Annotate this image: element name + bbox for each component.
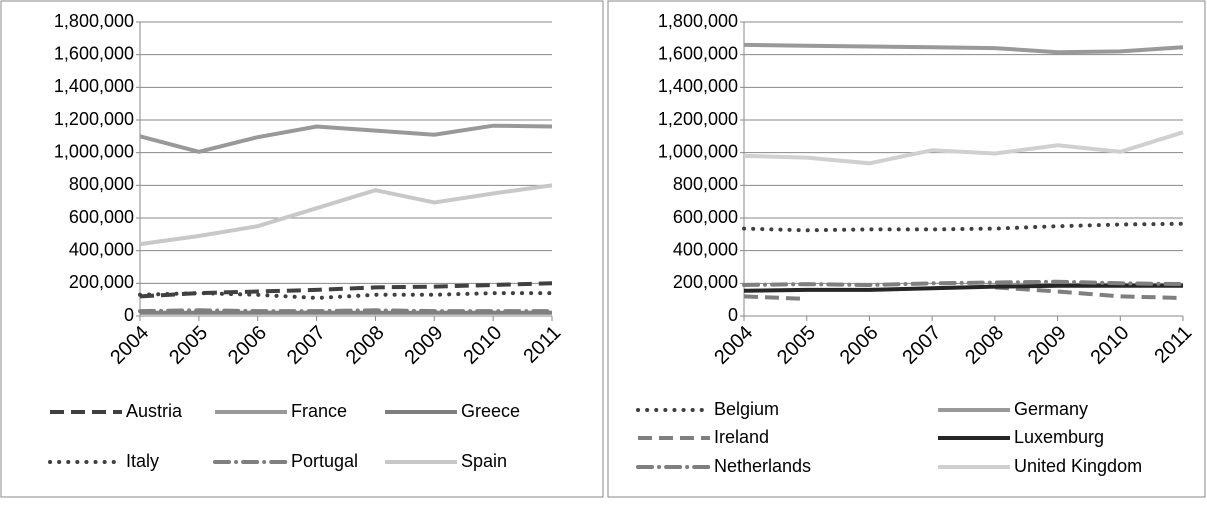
y-tick-label: 800,000 <box>673 174 738 194</box>
legend-label: Germany <box>1014 399 1088 419</box>
y-tick-label: 1,400,000 <box>658 76 738 96</box>
legend-label: Austria <box>126 401 183 421</box>
legend-label: Greece <box>461 401 520 421</box>
y-tick-label: 1,200,000 <box>658 109 738 129</box>
series-line <box>743 285 1184 301</box>
y-tick-label: 1,000,000 <box>54 141 134 161</box>
y-tick-label: 400,000 <box>69 239 134 259</box>
series-line <box>742 221 1185 233</box>
left-panel <box>0 0 604 498</box>
y-tick-label: 200,000 <box>69 272 134 292</box>
series-line <box>742 279 1185 288</box>
y-tick-label: 1,800,000 <box>54 11 134 31</box>
legend-label: Netherlands <box>714 456 811 476</box>
legend-label: Portugal <box>291 451 358 471</box>
right-panel <box>607 0 1206 498</box>
legend-label: Ireland <box>714 427 769 447</box>
series-line <box>139 123 553 154</box>
y-tick-label: 1,800,000 <box>658 11 738 31</box>
legend-label: Italy <box>126 451 159 471</box>
y-tick-label: 400,000 <box>673 239 738 259</box>
y-tick-label: 600,000 <box>673 207 738 227</box>
series-line <box>743 42 1184 55</box>
legend-label: France <box>291 401 347 421</box>
series-line <box>139 281 553 299</box>
y-tick-label: 1,200,000 <box>54 109 134 129</box>
y-tick-label: 1,600,000 <box>658 43 738 63</box>
y-tick-label: 1,000,000 <box>658 141 738 161</box>
series-line <box>743 283 1183 293</box>
legend-label: Luxemburg <box>1014 427 1104 447</box>
y-tick-label: 200,000 <box>673 272 738 292</box>
series-line <box>139 183 553 247</box>
legend-label: Spain <box>461 451 507 471</box>
y-tick-label: 1,600,000 <box>54 43 134 63</box>
y-tick-label: 800,000 <box>69 174 134 194</box>
series-line <box>138 308 554 314</box>
legend-label: United Kingdom <box>1014 456 1142 476</box>
legend-label: Belgium <box>714 399 779 419</box>
y-tick-label: 0 <box>124 305 134 325</box>
series-line <box>743 130 1184 166</box>
y-tick-label: 0 <box>728 305 738 325</box>
y-tick-label: 600,000 <box>69 207 134 227</box>
y-tick-label: 1,400,000 <box>54 76 134 96</box>
